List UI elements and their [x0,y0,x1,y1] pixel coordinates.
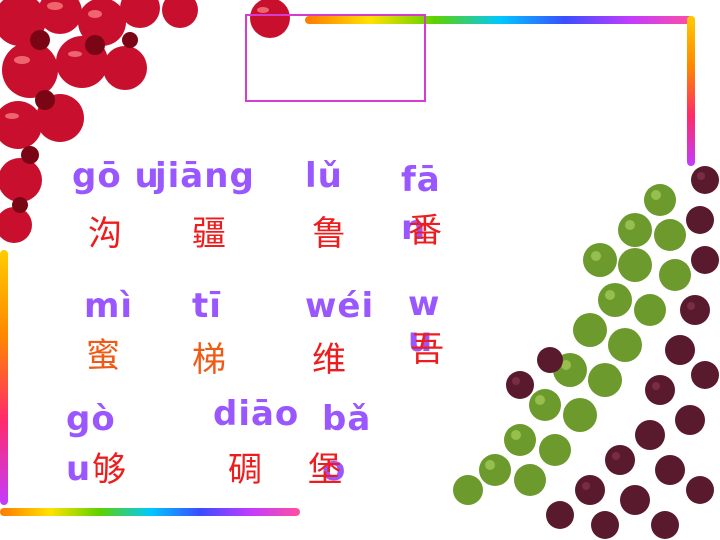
hanzi-gou-2: 够 [92,442,126,491]
pinyin-gou-1: gō u [72,156,160,196]
hanzi-wei: 维 [312,332,346,381]
hanzi-ti: 梯 [192,332,226,381]
hanzi-wu: 吾 [410,322,444,371]
pinyin-ti: tī [192,286,222,326]
frame-bottom-border [0,508,300,516]
hanzi-gou-1: 沟 [88,206,122,255]
pinyin-lu: lǔ [305,156,343,196]
hanzi-lu: 鲁 [312,206,346,255]
frame-left-border [0,250,8,505]
pinyin-jiang: jiāng [155,156,255,196]
hanzi-bao: 堡 [308,442,342,491]
hanzi-diao: 碉 [228,442,262,491]
grapes-decoration [420,160,720,540]
highlight-box [245,14,426,102]
hanzi-mi: 蜜 [86,328,120,377]
hanzi-fan: 番 [408,203,442,252]
pinyin-diao: diāo [213,394,299,434]
hanzi-jiang: 疆 [192,206,226,255]
pinyin-mi: mì [84,286,133,326]
pinyin-wei: wéi [305,286,374,326]
frame-right-border [687,16,695,166]
